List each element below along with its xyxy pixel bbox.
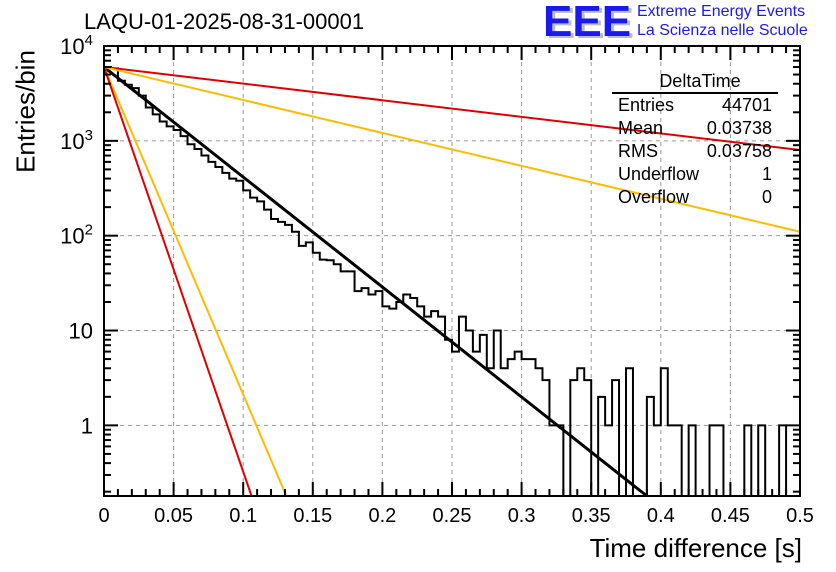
x-tick-label: 0.45 — [711, 505, 750, 527]
y-tick-label: 102 — [60, 222, 93, 249]
x-tick-label: 0.5 — [786, 505, 814, 527]
x-tick-label: 0.25 — [433, 505, 472, 527]
stats-row-underflow: Underflow 1 — [618, 164, 772, 184]
x-tick-label: 0.35 — [572, 505, 611, 527]
orange-fast-curve — [103, 66, 288, 497]
y-tick-label: 10 — [69, 319, 93, 344]
x-tick-label: 0.3 — [508, 505, 536, 527]
stats-box: DeltaTime Entries 44701 Mean 0.03738 RMS 0.… — [612, 70, 778, 209]
x-tick-label: 0.4 — [647, 505, 675, 527]
red-fast-curve — [103, 66, 253, 497]
chart-title: LAQU-01-2025-08-31-00001 — [84, 9, 365, 34]
red-slow-curve — [103, 66, 801, 152]
x-tick-label: 0.1 — [229, 505, 257, 527]
y-axis-label: Entries/bin — [10, 50, 41, 173]
axes-frame — [103, 45, 801, 497]
histogram-outline — [104, 66, 800, 497]
orange-slow-curve — [103, 66, 801, 233]
x-axis-label: Time difference [s] — [589, 533, 802, 563]
fit-curves — [103, 65, 801, 498]
logo-mark: EEE — [543, 0, 632, 46]
eee-logo: EEE Extreme Energy Events La Scienza nel… — [543, 0, 808, 46]
grid-lines — [104, 46, 800, 496]
stats-row-entries: Entries 44701 — [618, 95, 772, 115]
logo-line-1: Extreme Energy Events — [637, 3, 806, 20]
histogram — [104, 66, 800, 497]
stats-row-rms: RMS 0.03758 — [618, 141, 772, 161]
logo-line-2: La Scienza nelle Scuole — [637, 22, 808, 39]
fit-curve — [103, 65, 648, 498]
stats-row-mean: Mean 0.03738 — [618, 118, 772, 138]
x-tick-label: 0 — [98, 505, 109, 527]
stats-row-overflow: Overflow 0 — [618, 187, 772, 207]
y-tick-label: 104 — [60, 32, 93, 59]
x-tick-labels: 0 0.05 0.1 0.15 0.2 0.25 0.3 0.35 0.4 0.45 0.5 — [98, 505, 813, 527]
stats-title: DeltaTime — [612, 70, 778, 94]
x-tick-label: 0.15 — [293, 505, 332, 527]
y-tick-label: 103 — [60, 127, 93, 154]
y-tick-label: 1 — [81, 413, 93, 438]
y-tick-labels: 1 10 102 103 104 — [60, 32, 93, 438]
x-tick-label: 0.05 — [154, 505, 193, 527]
x-tick-label: 0.2 — [368, 505, 396, 527]
